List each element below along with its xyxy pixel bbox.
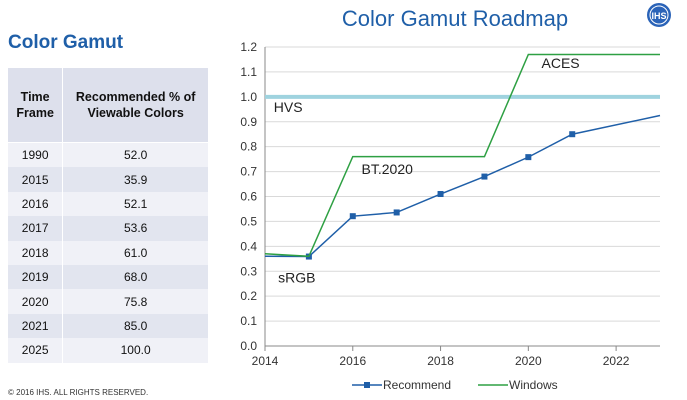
legend-label-windows: Windows bbox=[509, 378, 558, 392]
annotation-bt-2020: BT.2020 bbox=[362, 161, 414, 177]
x-tick-label: 2018 bbox=[427, 354, 454, 368]
y-tick-label: 0.8 bbox=[240, 140, 257, 154]
y-tick-label: 0.9 bbox=[240, 115, 257, 129]
y-tick-label: 0.6 bbox=[240, 190, 257, 204]
y-tick-label: 0.5 bbox=[240, 214, 257, 228]
legend-marker bbox=[364, 382, 370, 388]
y-tick-label: 0.3 bbox=[240, 264, 257, 278]
annotation-srgb: sRGB bbox=[278, 269, 315, 285]
y-tick-label: 0.2 bbox=[240, 289, 257, 303]
data-point-marker bbox=[525, 154, 531, 160]
legend-label-recommend: Recommend bbox=[383, 378, 451, 392]
y-tick-label: 1.0 bbox=[240, 90, 257, 104]
data-point-marker bbox=[350, 213, 356, 219]
data-point-marker bbox=[394, 209, 400, 215]
x-tick-label: 2022 bbox=[603, 354, 630, 368]
data-point-marker bbox=[569, 131, 575, 137]
y-tick-label: 0.1 bbox=[240, 314, 257, 328]
y-tick-label: 1.2 bbox=[240, 40, 257, 54]
annotation-aces: ACES bbox=[542, 55, 580, 71]
annotation-hvs: HVS bbox=[274, 99, 303, 115]
y-tick-label: 0.0 bbox=[240, 339, 257, 353]
data-point-marker bbox=[438, 191, 444, 197]
y-tick-label: 0.4 bbox=[240, 239, 257, 253]
color-gamut-line-chart: 0.0 0.1 0.2 0.3 0.4 0.5 0.6 0.7 0.8 0.9 1.0 1.1 1.2 2… bbox=[0, 0, 687, 400]
series-line-windows bbox=[265, 54, 660, 256]
x-tick-label: 2014 bbox=[252, 354, 279, 368]
y-tick-label: 0.7 bbox=[240, 165, 257, 179]
data-point-marker bbox=[481, 174, 487, 180]
x-tick-label: 2016 bbox=[339, 354, 366, 368]
series-line-recommend bbox=[265, 116, 660, 257]
x-tick-label: 2020 bbox=[515, 354, 542, 368]
y-tick-label: 1.1 bbox=[240, 65, 257, 79]
